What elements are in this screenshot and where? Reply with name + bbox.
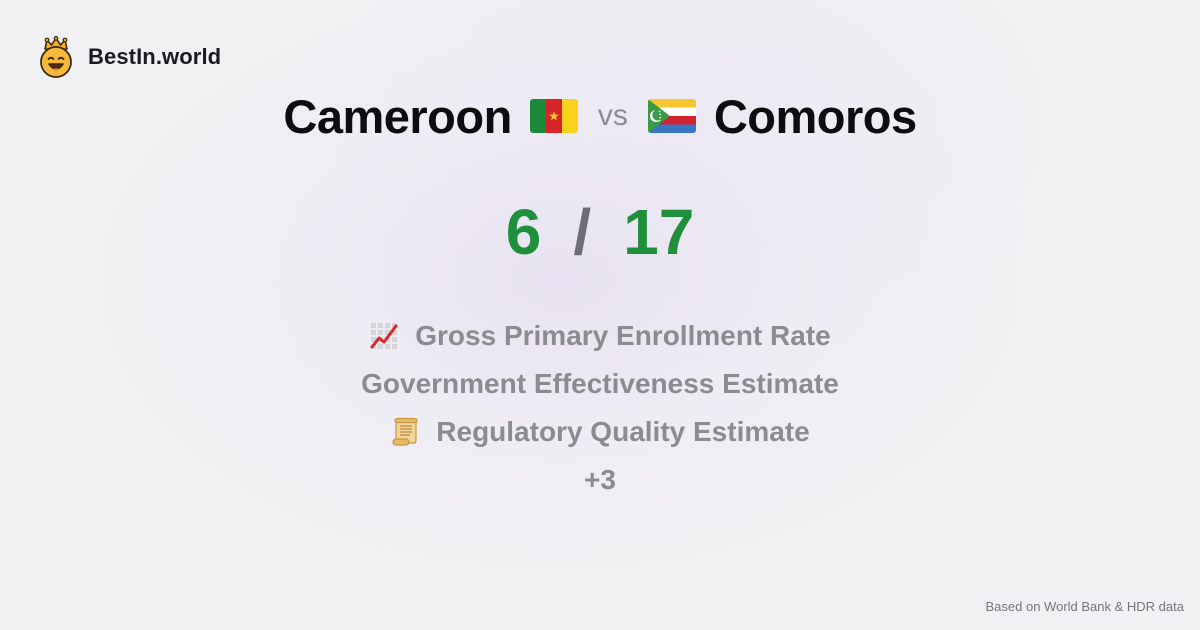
metric-item: Regulatory Quality Estimate [390, 408, 810, 456]
metric-list: Gross Primary Enrollment Rate Government… [0, 312, 1200, 504]
crowned-smiley-icon [40, 36, 72, 78]
left-country-name: Cameroon [283, 89, 512, 143]
score-separator: / [573, 196, 592, 268]
metric-label: Regulatory Quality Estimate [436, 416, 810, 447]
comoros-flag-icon [647, 99, 696, 133]
metric-item: Government Effectiveness Estimate [361, 360, 839, 408]
left-score: 6 [505, 196, 542, 268]
score-display: 6 / 17 [0, 196, 1200, 268]
scroll-icon [392, 417, 418, 446]
versus-label: vs [597, 99, 628, 132]
metric-item: Gross Primary Enrollment Rate [369, 312, 831, 360]
metric-label: Government Effectiveness Estimate [361, 368, 839, 399]
cameroon-flag-icon [529, 99, 578, 133]
right-score: 17 [623, 196, 695, 268]
comparison-title: Cameroon vs Comoros [0, 88, 1200, 144]
more-metrics-count: +3 [584, 464, 616, 495]
brand-link[interactable]: BestIn.world [38, 36, 221, 78]
chart-increasing-icon [370, 323, 398, 349]
data-source-note: Based on World Bank & HDR data [985, 599, 1184, 614]
right-country-name: Comoros [713, 89, 917, 143]
metric-label: Gross Primary Enrollment Rate [415, 320, 831, 351]
brand-name: BestIn.world [88, 44, 222, 69]
